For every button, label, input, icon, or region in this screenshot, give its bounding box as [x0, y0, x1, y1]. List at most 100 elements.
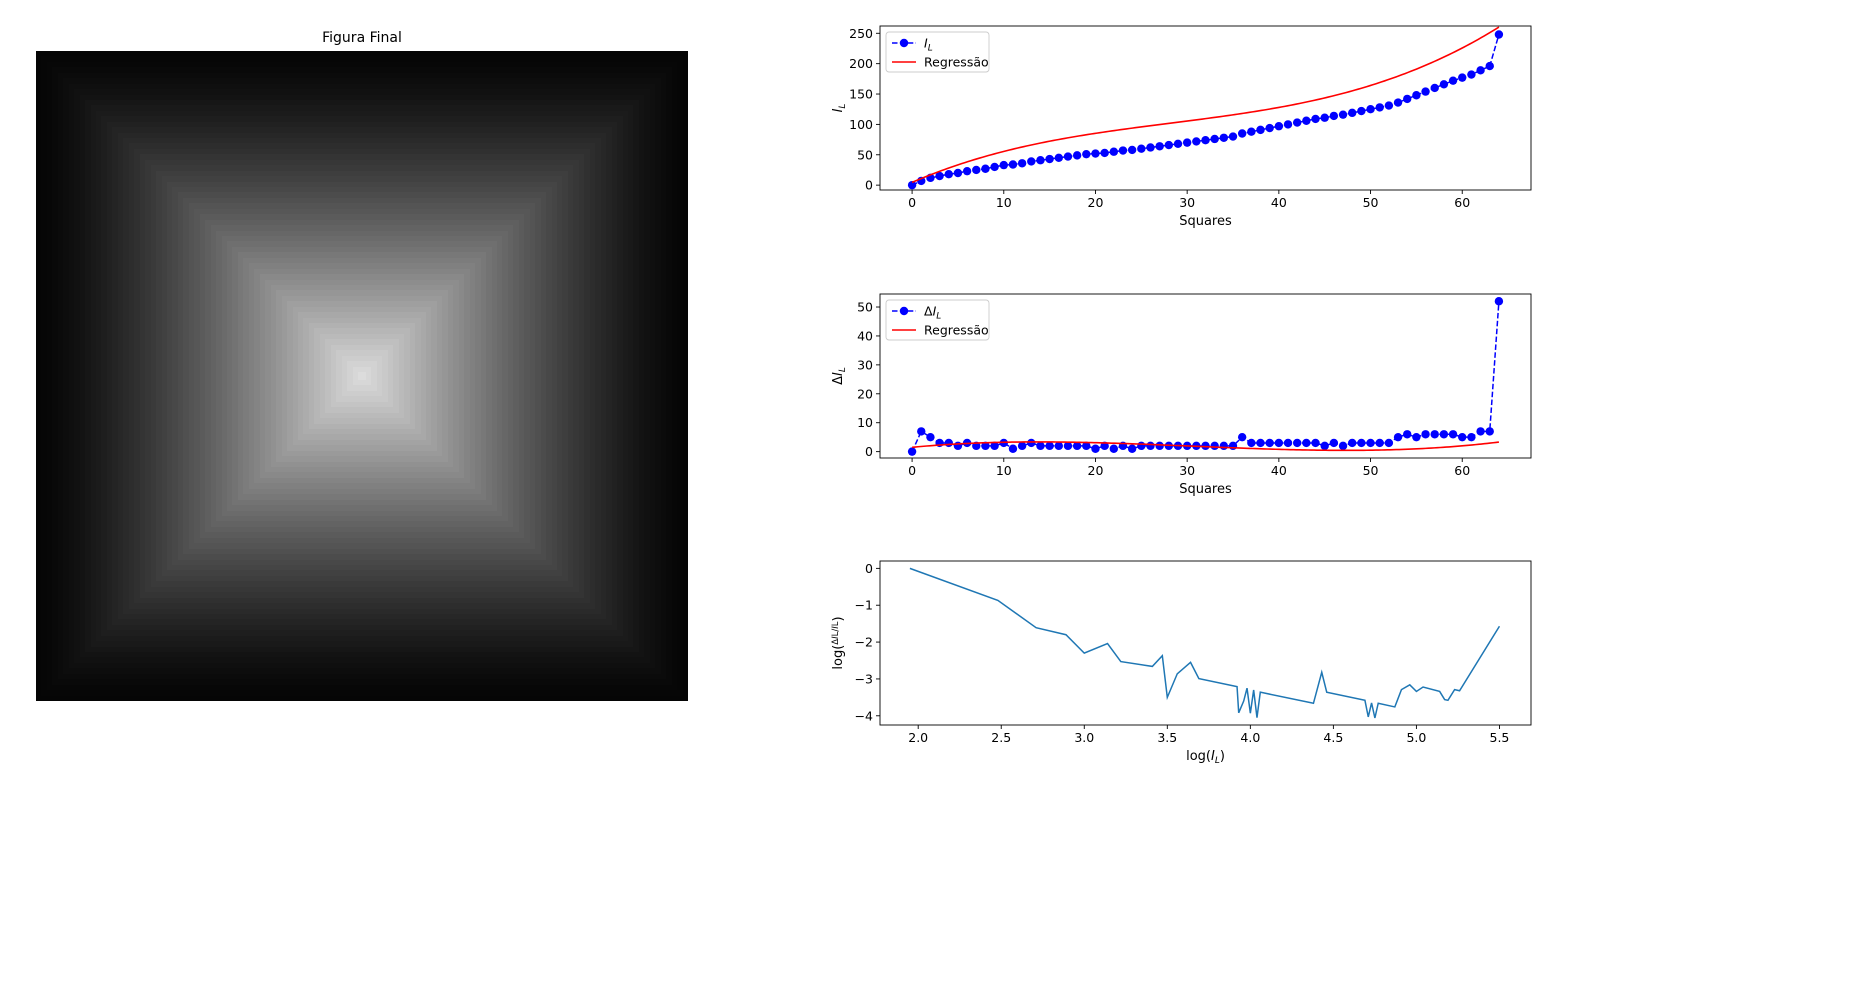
data-point: [1072, 151, 1082, 160]
plot-area: [907, 297, 1504, 456]
data-point: [972, 165, 981, 175]
data-point: [1109, 444, 1119, 453]
data-series-line: [911, 301, 1500, 452]
x-axis-label: log(IL): [1186, 749, 1225, 766]
data-point: [1045, 441, 1054, 451]
data-point: [1045, 154, 1054, 164]
data-point: [1237, 432, 1247, 442]
data-point: [1247, 438, 1256, 448]
data-point: [1430, 430, 1439, 439]
data-point: [1274, 122, 1284, 131]
data-point: [1182, 138, 1192, 147]
y-tick-label: −4: [855, 708, 873, 723]
data-point: [1375, 438, 1384, 448]
data-point: [907, 447, 917, 456]
data-point: [907, 180, 917, 190]
data-point: [1311, 438, 1320, 448]
x-tick-label: 50: [1363, 463, 1379, 478]
data-point: [1256, 438, 1265, 448]
data-point: [1100, 148, 1109, 158]
axes-frame: [879, 293, 1532, 459]
y-tick-label: 250: [849, 26, 873, 41]
data-point: [1219, 133, 1229, 142]
x-tick-label: 4.5: [1323, 730, 1343, 745]
data-point: [1439, 430, 1449, 439]
plot-area: [909, 567, 1501, 719]
data-point: [1017, 441, 1027, 451]
data-point: [1008, 160, 1018, 169]
image-title: Figura Final: [322, 30, 402, 46]
data-point: [1485, 61, 1494, 71]
data-point: [1237, 129, 1247, 138]
y-tick-label: 100: [849, 117, 873, 132]
x-tick-label: 10: [996, 195, 1012, 210]
data-point: [1118, 146, 1128, 155]
chart-1: 0 10 20 30 40 50 60050100150200250SquaresILILR…: [831, 25, 1532, 229]
data-point: [1448, 430, 1458, 439]
data-point: [1338, 110, 1348, 119]
data-point: [1283, 120, 1293, 129]
y-tick-label: 200: [849, 56, 873, 71]
data-point: [981, 164, 990, 173]
legend-label-regression: Regressão: [924, 55, 989, 70]
data-point: [917, 427, 926, 436]
data-point: [1329, 111, 1339, 121]
y-tick-label: −1: [855, 598, 873, 613]
x-axis-label-subscript: L: [1215, 756, 1220, 766]
y-tick-label: 50: [857, 147, 873, 162]
data-point: [1036, 156, 1045, 165]
y-axis-label: log(ΔIL/IL): [831, 616, 846, 669]
regression-line: [911, 26, 1500, 184]
data-point: [1192, 137, 1201, 146]
y-tick-label: 150: [849, 87, 873, 102]
x-axis-label: Squares: [1179, 214, 1232, 229]
x-tick-label: 2.0: [908, 730, 928, 745]
data-point: [1091, 444, 1100, 453]
data-point: [1072, 441, 1082, 451]
data-point: [1338, 441, 1348, 451]
data-point: [953, 168, 963, 178]
data-point: [1146, 143, 1155, 152]
data-point: [1283, 438, 1293, 448]
data-point: [1247, 127, 1256, 136]
x-tick-label: 20: [1088, 195, 1104, 210]
data-point: [1357, 106, 1366, 116]
data-point: [1348, 438, 1357, 448]
x-tick-label: 30: [1179, 463, 1195, 478]
data-point: [1091, 149, 1100, 158]
y-tick-label: 0: [865, 444, 873, 459]
data-point: [1384, 438, 1394, 448]
data-point: [1439, 80, 1449, 89]
data-point: [1476, 66, 1485, 75]
data-point: [926, 432, 935, 442]
data-point: [1228, 132, 1238, 141]
y-tick-label: 0: [865, 561, 873, 576]
x-tick-label: 0: [908, 463, 916, 478]
legend-marker: [899, 306, 909, 316]
data-point: [1265, 123, 1274, 133]
data-point: [953, 441, 963, 451]
data-point: [1403, 94, 1412, 104]
data-point: [1302, 116, 1311, 125]
data-point: [1329, 438, 1339, 448]
data-point: [1485, 427, 1494, 436]
data-point: [1210, 441, 1219, 451]
data-point: [1292, 438, 1302, 448]
data-point: [1302, 438, 1311, 448]
data-point: [962, 166, 972, 176]
data-point: [999, 160, 1008, 170]
x-tick-label: 0: [908, 195, 916, 210]
data-point: [1082, 441, 1091, 451]
y-axis-label: ΔIL: [831, 367, 848, 385]
x-tick-label: 40: [1271, 195, 1287, 210]
data-point: [1054, 153, 1063, 163]
x-axis-label: Squares: [1179, 482, 1232, 497]
y-tick-label: −3: [855, 671, 873, 686]
data-point: [1164, 140, 1174, 150]
x-tick-label: 30: [1179, 195, 1195, 210]
x-tick-label: 10: [996, 463, 1012, 478]
data-point: [1219, 441, 1229, 451]
data-point: [1366, 105, 1375, 114]
data-point: [1127, 444, 1137, 453]
data-point: [944, 170, 953, 179]
